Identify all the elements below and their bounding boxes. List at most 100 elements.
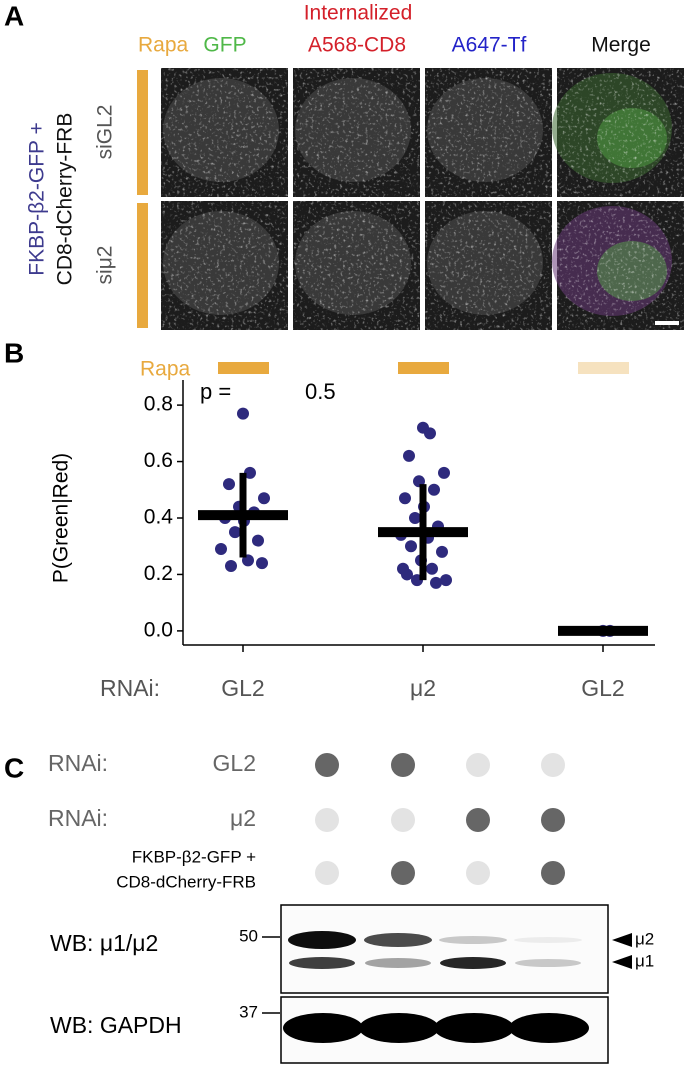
row-name: GL2 bbox=[213, 750, 256, 776]
speckle bbox=[557, 68, 684, 197]
blot bbox=[280, 904, 609, 994]
x-tick-label: GL2 bbox=[581, 675, 624, 701]
mw-marker: 50 bbox=[239, 926, 258, 945]
annotation: p = bbox=[200, 379, 231, 404]
speckle bbox=[425, 68, 552, 197]
point bbox=[237, 407, 249, 420]
row-label: RNAi: bbox=[48, 805, 108, 831]
band bbox=[434, 1013, 514, 1043]
band bbox=[359, 1013, 439, 1043]
rapa-bar bbox=[398, 362, 449, 374]
panel-label: A bbox=[4, 0, 24, 31]
band bbox=[289, 957, 355, 969]
lane-dot bbox=[391, 808, 415, 832]
point bbox=[225, 559, 237, 572]
lane-dot bbox=[315, 808, 339, 832]
rapa-bar bbox=[137, 203, 148, 328]
speckle bbox=[293, 201, 420, 330]
column-super: Internalized bbox=[304, 2, 413, 25]
band-label: μ2 bbox=[635, 929, 654, 948]
band bbox=[439, 936, 507, 944]
y-axis-label: P(Green|Red) bbox=[50, 453, 73, 583]
row-name: CD8-dCherry-FRB bbox=[116, 872, 256, 891]
speckle bbox=[161, 201, 288, 330]
column-label: A647-Tf bbox=[452, 34, 527, 57]
blot-label: WB: μ1/μ2 bbox=[50, 930, 158, 956]
point bbox=[436, 545, 448, 558]
point bbox=[258, 492, 270, 505]
panel-label: B bbox=[4, 337, 24, 368]
rapa-bar bbox=[137, 70, 148, 195]
scale-bar bbox=[655, 321, 679, 325]
point bbox=[424, 427, 436, 440]
band bbox=[365, 958, 431, 968]
band-arrow bbox=[612, 933, 632, 947]
rapa-label: Rapa bbox=[140, 358, 191, 381]
row-name: μ2 bbox=[230, 805, 256, 831]
column-label: GFP bbox=[203, 34, 246, 57]
rapa-bar bbox=[218, 362, 269, 374]
point bbox=[397, 562, 409, 575]
point bbox=[215, 543, 227, 556]
point bbox=[426, 562, 438, 575]
point bbox=[430, 576, 442, 589]
speckle bbox=[161, 68, 288, 197]
band-arrow bbox=[612, 955, 632, 969]
band-label: μ1 bbox=[635, 951, 654, 970]
point bbox=[428, 483, 440, 496]
lane-dot bbox=[315, 753, 339, 777]
point bbox=[438, 466, 450, 479]
lane-dot bbox=[315, 861, 339, 885]
point bbox=[256, 557, 268, 570]
lane-dot bbox=[466, 753, 490, 777]
band bbox=[509, 1013, 589, 1043]
point bbox=[399, 492, 411, 505]
y-tick-label: 0.4 bbox=[144, 506, 174, 529]
band bbox=[283, 1013, 363, 1043]
column-label: A568-CD8 bbox=[308, 34, 406, 57]
x-tick-label: μ2 bbox=[410, 675, 436, 701]
lane-dot bbox=[541, 861, 565, 885]
lane-dot bbox=[541, 808, 565, 832]
row-label: RNAi: bbox=[48, 750, 108, 776]
construct-label: CD8-dCherry-FRB bbox=[54, 113, 77, 286]
mw-marker: 37 bbox=[239, 1002, 258, 1021]
band bbox=[440, 957, 506, 969]
lane-dot bbox=[466, 808, 490, 832]
band bbox=[364, 933, 432, 947]
rapa-bar bbox=[578, 362, 629, 374]
point bbox=[229, 526, 241, 539]
row-name: FKBP-β2-GFP + bbox=[132, 847, 256, 866]
annotation: 0.5 bbox=[305, 379, 336, 404]
rapa-label: Rapa bbox=[138, 34, 189, 57]
row-label: siμ2 bbox=[94, 246, 117, 285]
construct-label: FKBP-β2-GFP + bbox=[26, 122, 49, 275]
band bbox=[288, 931, 356, 949]
lane-dot bbox=[541, 753, 565, 777]
band bbox=[514, 937, 582, 943]
point bbox=[405, 540, 417, 553]
y-tick-label: 0.0 bbox=[144, 618, 173, 641]
band bbox=[515, 959, 581, 967]
point bbox=[252, 534, 264, 547]
y-tick-label: 0.2 bbox=[144, 562, 173, 585]
point bbox=[403, 449, 415, 462]
x-tick-label: GL2 bbox=[221, 675, 264, 701]
y-tick-label: 0.8 bbox=[144, 393, 173, 416]
lane-dot bbox=[391, 753, 415, 777]
x-axis-label: RNAi: bbox=[100, 675, 160, 701]
column-label: Merge bbox=[591, 34, 651, 57]
blot-label: WB: GAPDH bbox=[50, 1012, 182, 1038]
speckle bbox=[425, 201, 552, 330]
point bbox=[409, 512, 421, 524]
point bbox=[440, 574, 452, 587]
y-tick-label: 0.6 bbox=[144, 449, 173, 472]
point bbox=[244, 466, 256, 479]
speckle bbox=[557, 201, 684, 330]
panel-label: C bbox=[4, 752, 24, 783]
speckle bbox=[293, 68, 420, 197]
lane-dot bbox=[466, 861, 490, 885]
row-label: siGL2 bbox=[94, 105, 117, 160]
lane-dot bbox=[391, 861, 415, 885]
